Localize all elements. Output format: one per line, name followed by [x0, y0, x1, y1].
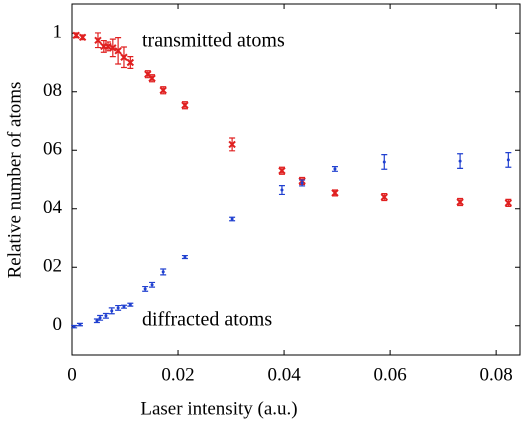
- plot-frame: [71, 3, 521, 356]
- marker: [98, 316, 102, 320]
- x-axis-label: Laser intensity (a.u.): [140, 398, 297, 419]
- marker: [278, 167, 286, 175]
- marker: [183, 255, 187, 259]
- marker: [114, 47, 122, 55]
- marker: [109, 44, 117, 52]
- marker: [380, 193, 388, 201]
- marker: [230, 217, 234, 221]
- x-tick-label: 0: [67, 364, 77, 385]
- marker: [228, 140, 236, 149]
- annotation: diffracted atoms: [142, 309, 272, 331]
- marker: [458, 159, 462, 163]
- x-tick-label: 0.02: [161, 364, 194, 385]
- y-tick-label: 1: [53, 22, 63, 43]
- marker: [150, 283, 154, 287]
- x-tick-label: 0.04: [267, 364, 301, 385]
- marker: [72, 325, 76, 329]
- y-tick-label: 04: [43, 197, 63, 218]
- y-axis-label: Relative number of atoms: [4, 82, 25, 279]
- marker: [333, 167, 337, 171]
- marker: [128, 303, 132, 307]
- marker: [143, 287, 147, 291]
- marker: [104, 42, 112, 51]
- marker: [161, 270, 165, 274]
- marker: [126, 58, 135, 67]
- marker: [382, 160, 386, 164]
- marker: [94, 36, 102, 44]
- marker: [181, 101, 189, 109]
- marker: [504, 199, 513, 207]
- marker: [110, 309, 114, 313]
- annotation: transmitted atoms: [142, 30, 285, 52]
- marker: [120, 53, 128, 61]
- marker: [300, 181, 304, 185]
- marker: [78, 33, 87, 42]
- marker: [78, 323, 82, 327]
- marker: [456, 198, 464, 206]
- marker: [104, 314, 108, 318]
- y-tick-label: 08: [43, 80, 62, 101]
- x-tick-label: 0.08: [480, 364, 513, 385]
- marker: [148, 74, 156, 83]
- y-tick-label: 06: [43, 139, 62, 160]
- marker: [159, 86, 167, 94]
- marker: [72, 31, 80, 40]
- marker: [331, 189, 339, 197]
- marker: [506, 158, 510, 162]
- y-tick-label: 02: [43, 256, 62, 277]
- x-tick-label: 0.06: [373, 364, 406, 385]
- marker: [122, 305, 126, 309]
- marker: [116, 306, 120, 310]
- marker: [280, 188, 284, 192]
- y-tick-label: 0: [53, 314, 63, 335]
